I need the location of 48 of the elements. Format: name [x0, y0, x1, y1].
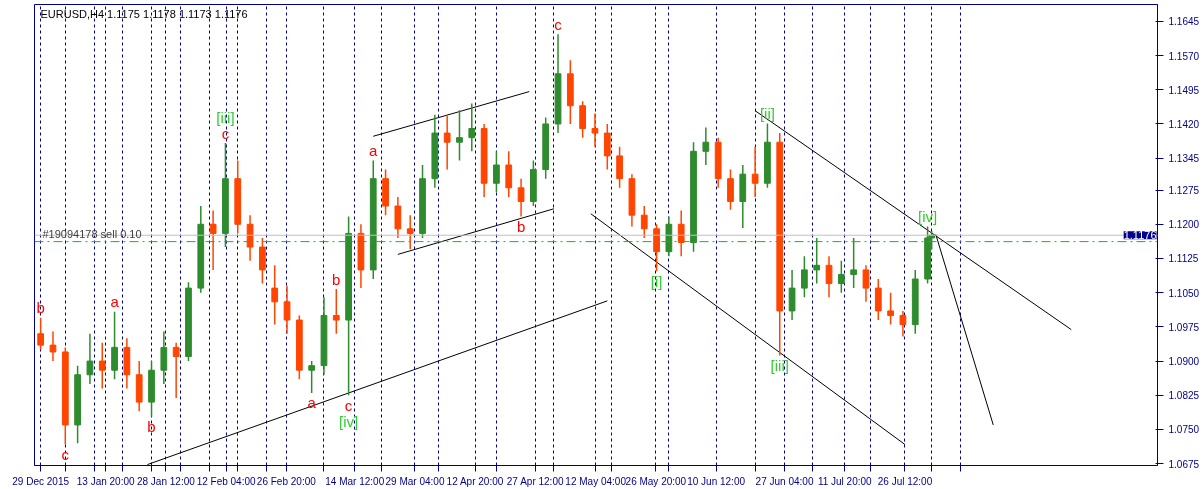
annotation: b: [332, 270, 341, 288]
x-tick-label: 26 Feb 20:00: [256, 475, 317, 487]
annotation: b: [516, 218, 526, 236]
x-tick-label: 28 Jan 12:00: [136, 475, 196, 487]
annotation: [iii]: [216, 108, 235, 126]
x-tick-label: 12 Feb 04:00: [196, 475, 257, 487]
annotation: a: [369, 141, 379, 159]
x-tick-label: 27 Apr 12:00: [506, 475, 564, 487]
x-tick-label: 29 Dec 2015: [12, 475, 70, 487]
y-tick-label: 1.1200: [1168, 219, 1200, 231]
ref-line-label: #19094178 sell 0.10: [42, 227, 142, 240]
x-tick-label: 13 Jan 20:00: [76, 475, 136, 487]
x-tick-label: 10 Jun 12:00: [687, 475, 746, 487]
y-tick-label: 1.0975: [1168, 321, 1200, 333]
chart-title: EURUSD,H4 1.1175 1.1178 1.1173 1.1176: [40, 7, 248, 20]
annotation: c: [61, 446, 70, 464]
y-tick-label: 1.1125: [1168, 253, 1199, 265]
x-tick-label: 26 Jul 12:00: [877, 475, 933, 487]
y-tick-label: 1.0900: [1168, 356, 1200, 368]
annotation: b: [36, 299, 45, 317]
y-tick-label: 1.0675: [1168, 458, 1200, 470]
y-tick-label: 1.1050: [1168, 287, 1200, 299]
x-tick-label: 12 May 04:00: [565, 475, 627, 487]
annotation: [iii]: [770, 357, 789, 375]
annotation: [ii]: [759, 105, 775, 123]
x-tick-label: 26 May 20:00: [625, 475, 687, 487]
y-tick-label: 1.1645: [1168, 16, 1200, 28]
annotation: c: [344, 396, 353, 414]
y-tick-label: 1.1420: [1168, 118, 1200, 130]
x-tick-label: 14 Mar 12:00: [325, 475, 385, 487]
annotation: [iv]: [917, 208, 938, 226]
y-tick-label: 1.0750: [1168, 424, 1200, 436]
x-tick-label: 12 Apr 20:00: [446, 475, 504, 487]
x-tick-label: 11 Jul 20:00: [817, 475, 873, 487]
y-tick-label: 1.1495: [1168, 84, 1200, 96]
x-tick-label: 29 Mar 04:00: [385, 475, 445, 487]
annotation: [iv]: [339, 412, 359, 430]
ref-line-label: 1.1176: [1123, 229, 1157, 242]
y-tick-label: 1.1345: [1168, 153, 1200, 165]
annotation: b: [147, 418, 156, 436]
annotation: c: [221, 124, 230, 142]
y-tick-label: 1.1570: [1168, 50, 1200, 62]
annotation: a: [110, 293, 120, 311]
annotation: c: [554, 15, 563, 33]
y-tick-label: 1.1275: [1168, 185, 1200, 197]
annotation: [i]: [650, 272, 663, 290]
x-tick-label: 27 Jun 04:00: [755, 475, 814, 487]
y-tick-label: 1.0825: [1168, 390, 1200, 402]
